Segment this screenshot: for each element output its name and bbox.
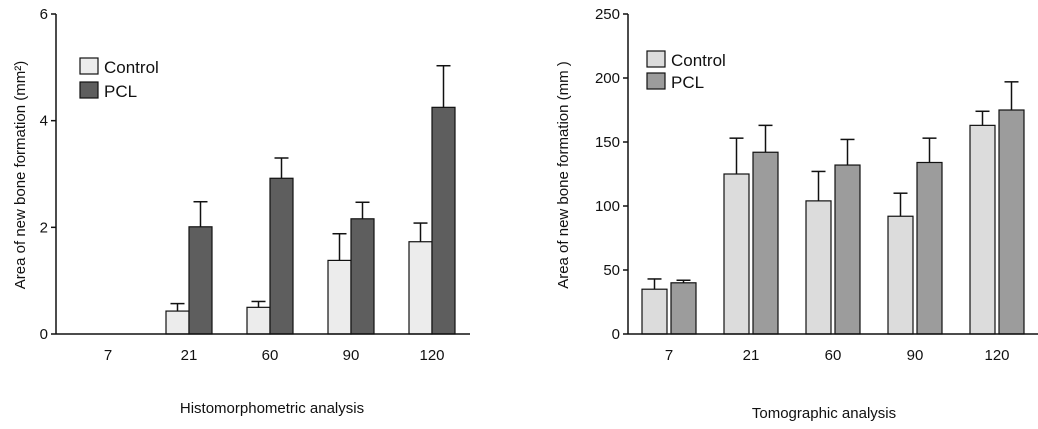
y-tick-label: 100 [595,198,620,215]
y-tick-label: 2 [40,219,48,236]
legend-swatch-control [79,57,99,75]
bar-pcl [350,218,375,335]
x-axis-title: Tomographic analysis [752,405,896,422]
x-tick-label: 7 [665,347,673,364]
x-tick-label: 60 [825,347,842,364]
bar-control [165,310,190,335]
x-tick-label: 120 [419,347,444,364]
bar-control [969,124,996,335]
y-tick-label: 4 [40,113,48,130]
bar-control [641,288,668,335]
y-tick-label: 6 [40,6,48,23]
y-tick-label: 150 [595,134,620,151]
legend-label-pcl: PCL [671,73,704,92]
tomographic-chart: Area of new bone formation (mm ) Tomogra… [555,6,1038,422]
y-axis-title: Area of new bone formation (mm²) [12,61,29,289]
legend-label-control: Control [671,51,726,70]
legend-label-control: Control [104,58,159,77]
bar-pcl [998,109,1025,335]
legend: Control PCL [646,50,726,92]
y-tick-label: 0 [40,326,48,343]
bar-pcl [269,177,294,335]
x-tick-label: 21 [743,347,760,364]
y-tick-label: 50 [603,262,620,279]
x-tick-label: 90 [343,347,360,364]
bar-control [887,215,914,335]
legend-swatch-control [646,50,666,68]
bar-pcl [188,226,213,335]
legend: Control PCL [79,57,159,101]
bar-control [327,259,352,335]
x-tick-label: 60 [262,347,279,364]
bar-pcl [752,151,779,335]
ticks-layer: 0 50 100 150 200 250 7 21 60 90 120 [595,6,1038,364]
bar-pcl [431,106,456,335]
bar-control [408,241,433,335]
bars-layer [165,64,456,335]
bar-control [805,200,832,335]
y-tick-label: 0 [612,326,620,343]
x-axis-title: Histomorphometric analysis [180,400,364,417]
legend-swatch-pcl [79,81,99,99]
bar-control [246,306,271,335]
bar-pcl [834,164,861,335]
bar-pcl [916,161,943,335]
x-tick-label: 21 [181,347,198,364]
x-tick-label: 90 [907,347,924,364]
y-tick-label: 250 [595,6,620,23]
legend-swatch-pcl [646,72,666,90]
histomorphometric-chart: Area of new bone formation (mm²) Histomo… [12,6,470,417]
y-axis-title: Area of new bone formation (mm ) [555,61,572,289]
bars-layer [641,81,1025,335]
x-tick-label: 120 [984,347,1009,364]
bar-pcl [670,282,697,335]
bar-control [723,173,750,335]
x-tick-label: 7 [104,347,112,364]
ticks-layer: 0 2 4 6 7 21 60 90 120 [40,6,470,364]
legend-label-pcl: PCL [104,82,137,101]
y-tick-label: 200 [595,70,620,87]
